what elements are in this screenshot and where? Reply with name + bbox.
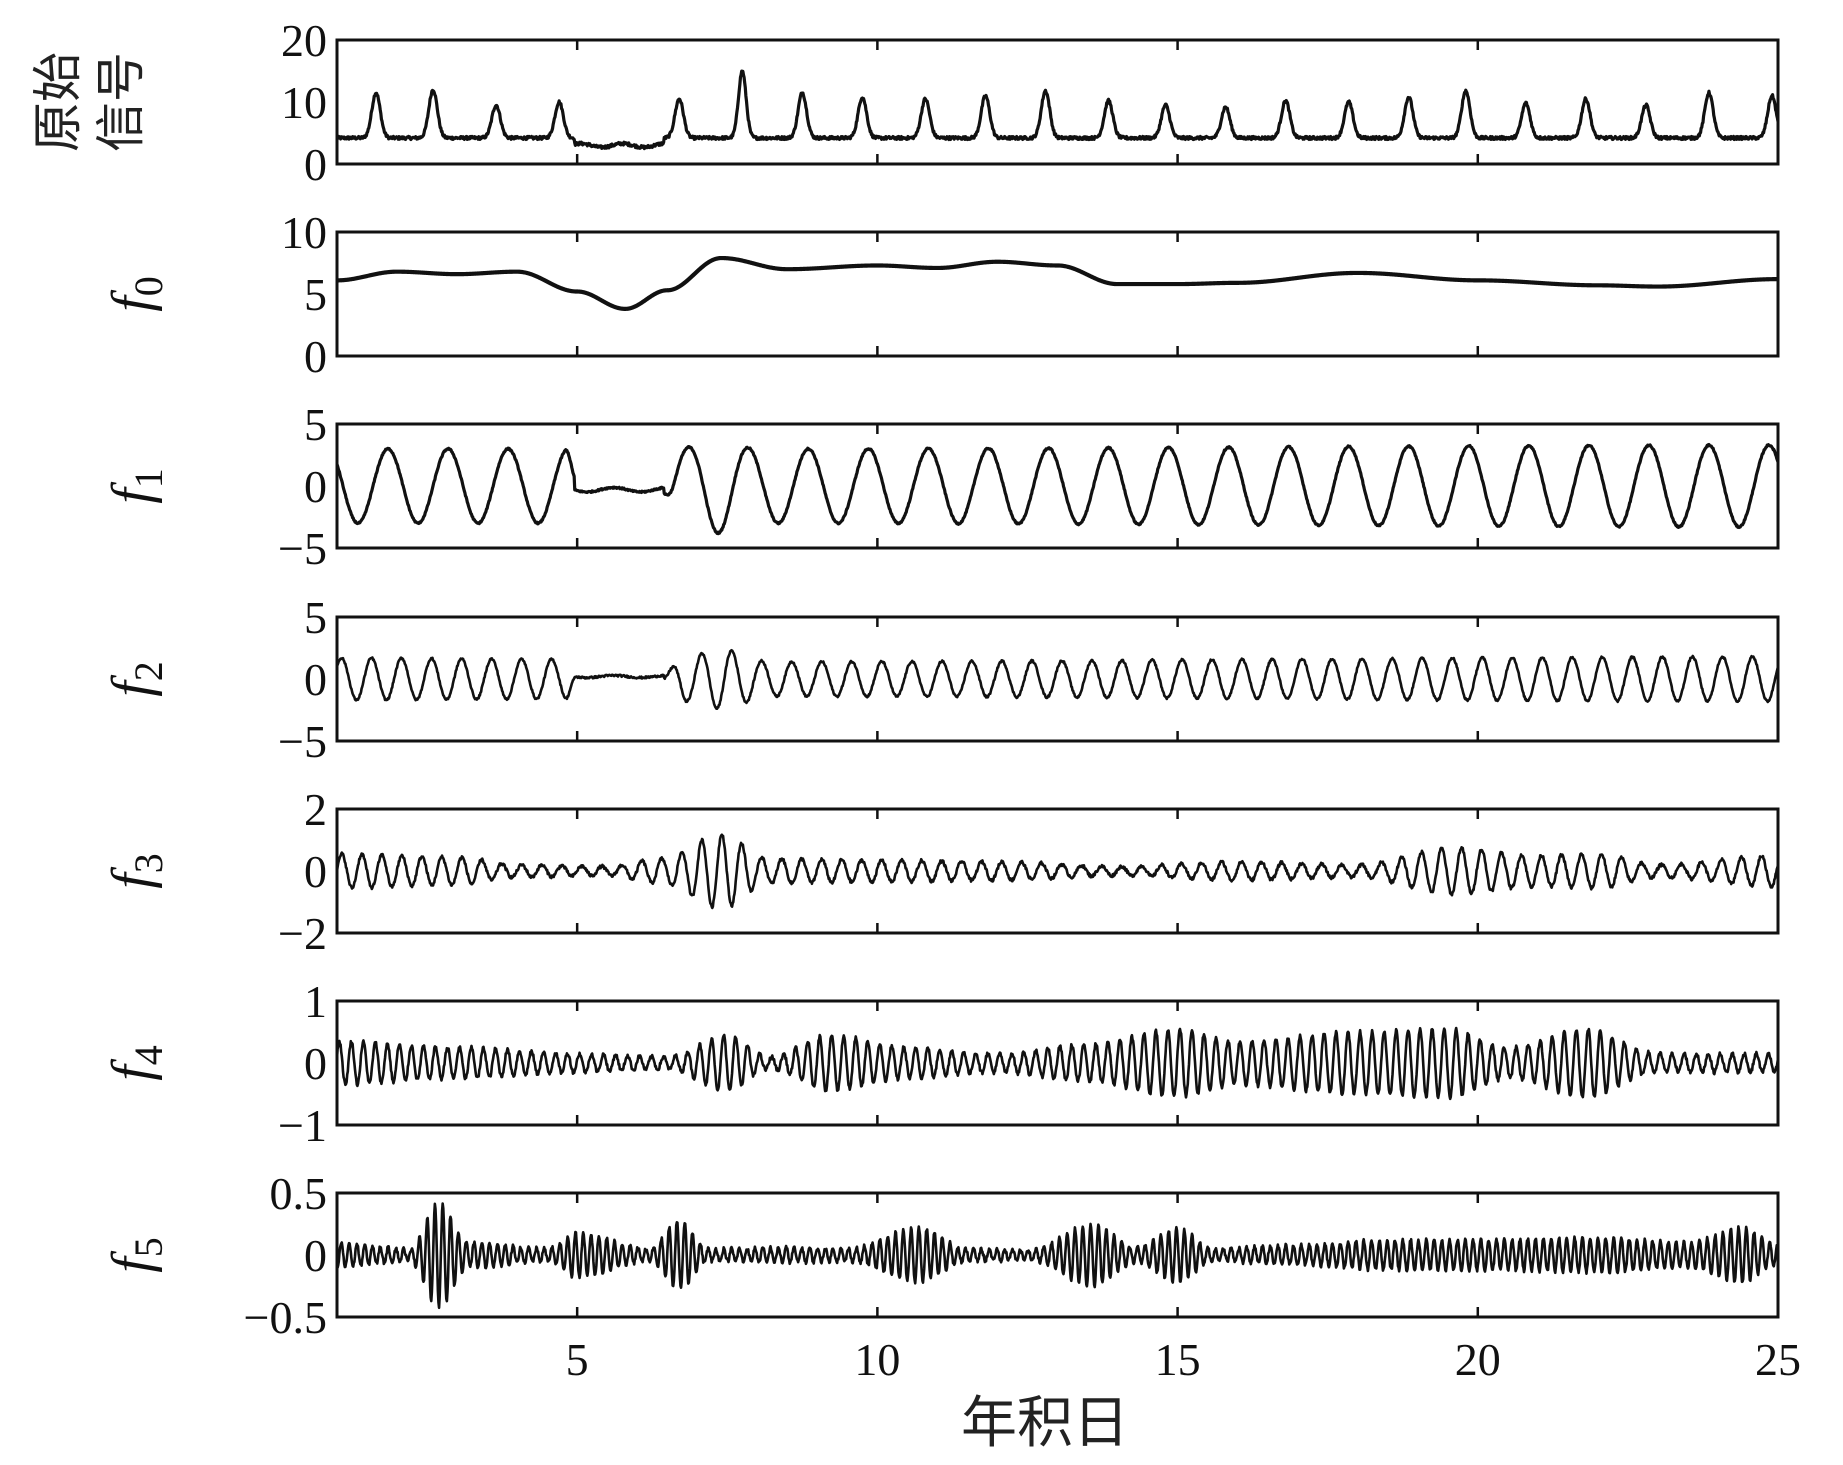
series-line-f2	[337, 648, 1778, 711]
y-axis-label-subscript: 4	[126, 1045, 171, 1065]
y-tick-label: 0	[304, 461, 327, 512]
y-axis-label: 信号	[92, 52, 150, 152]
y-axis-label: f3	[101, 853, 171, 889]
y-tick-label: 5	[304, 592, 327, 643]
x-axis-label: 年积日	[961, 1391, 1129, 1456]
y-tick-label: 0	[304, 654, 327, 705]
series-line-original	[337, 69, 1778, 151]
y-tick-label: 20	[281, 15, 327, 66]
panel-f1: −5 0 5 f1	[101, 399, 1780, 574]
series-line-f3	[337, 833, 1778, 910]
y-tick-label: 5	[304, 399, 327, 450]
y-tick-label: 0	[304, 139, 327, 190]
y-tick-label: −1	[278, 1100, 327, 1151]
y-axis-label: f4	[101, 1045, 171, 1081]
y-tick-label: 0	[304, 846, 327, 897]
y-tick-label: 10	[281, 77, 327, 128]
y-tick-label: −0.5	[244, 1292, 327, 1343]
panel-f4: −1 0 1 f4	[101, 976, 1780, 1151]
y-axis-label-subscript: 1	[126, 468, 171, 488]
y-axis-label: f1	[101, 468, 171, 504]
x-tick-label: 10	[854, 1334, 900, 1385]
y-axis-label-subscript: 3	[126, 853, 171, 873]
y-axis-label-subscript: 5	[126, 1237, 171, 1257]
x-tick-label: 20	[1455, 1334, 1501, 1385]
panel-frame-original	[335, 38, 1780, 166]
y-tick-label: 0	[304, 1230, 327, 1281]
panel-frame-f0	[335, 230, 1780, 358]
y-tick-label: 0	[304, 1038, 327, 1089]
panel-frame-f3	[335, 807, 1780, 935]
panel-frame-f2	[335, 615, 1780, 743]
y-tick-label: 0.5	[270, 1168, 328, 1219]
panel-f0: 0 5 10 f0	[101, 207, 1780, 382]
panel-frame-f4	[335, 999, 1780, 1127]
panel-f2: −5 0 5 f2	[101, 592, 1780, 767]
panel-original: 0 10 20 原始 信号	[29, 15, 1780, 190]
y-axis-label: f0	[101, 276, 171, 312]
series-line-f4	[337, 1026, 1778, 1101]
y-axis-label: f2	[101, 661, 171, 697]
y-axis-label-subscript: 2	[126, 661, 171, 681]
y-tick-label: −5	[278, 523, 327, 574]
panel-f3: −2 0 2 f3	[101, 784, 1780, 959]
x-tick-label: 15	[1155, 1334, 1201, 1385]
y-tick-label: 1	[304, 976, 327, 1027]
x-tick-label: 5	[566, 1334, 589, 1385]
y-axis-label: f5	[101, 1237, 171, 1273]
x-tick-label: 25	[1755, 1334, 1801, 1385]
series-line-f1	[337, 442, 1778, 536]
y-tick-label: −2	[278, 908, 327, 959]
y-tick-label: 2	[304, 784, 327, 835]
y-tick-label: 0	[304, 331, 327, 382]
panel-frame-f5	[335, 1191, 1780, 1319]
y-axis-label-subscript: 0	[126, 276, 171, 296]
series-line-f5	[337, 1202, 1778, 1310]
panel-frame-f1	[335, 422, 1780, 550]
y-tick-label: 5	[304, 269, 327, 320]
series-line-f0	[337, 255, 1778, 311]
y-axis-label: 原始	[29, 52, 87, 152]
y-tick-label: 10	[281, 207, 327, 258]
y-tick-label: −5	[278, 716, 327, 767]
